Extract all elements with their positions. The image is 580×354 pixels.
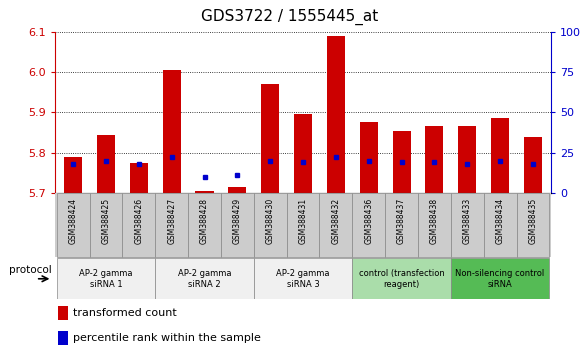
Bar <box>89 193 122 257</box>
Bar <box>327 36 345 193</box>
Bar <box>254 258 352 299</box>
Text: GDS3722 / 1555445_at: GDS3722 / 1555445_at <box>201 9 379 25</box>
Bar <box>97 135 115 193</box>
Bar <box>294 114 312 193</box>
Bar <box>254 193 287 257</box>
Bar <box>425 126 444 193</box>
Bar <box>320 193 352 257</box>
Text: GSM388432: GSM388432 <box>331 198 340 244</box>
Bar <box>261 84 279 193</box>
Bar <box>58 306 68 320</box>
Bar <box>195 191 213 193</box>
Text: GSM388436: GSM388436 <box>364 198 374 244</box>
Text: AP-2 gamma
siRNA 3: AP-2 gamma siRNA 3 <box>276 269 330 289</box>
Text: control (transfection
reagent): control (transfection reagent) <box>358 269 444 289</box>
Text: Non-silencing control
siRNA: Non-silencing control siRNA <box>455 269 545 289</box>
Bar <box>385 193 418 257</box>
Text: GSM388428: GSM388428 <box>200 198 209 244</box>
Text: transformed count: transformed count <box>73 308 177 318</box>
Bar <box>57 258 155 299</box>
Bar <box>352 193 385 257</box>
Bar <box>122 193 155 257</box>
Text: GSM388424: GSM388424 <box>68 198 78 244</box>
Bar <box>188 193 221 257</box>
Bar <box>491 119 509 193</box>
Text: GSM388434: GSM388434 <box>495 198 505 244</box>
Text: AP-2 gamma
siRNA 1: AP-2 gamma siRNA 1 <box>79 269 133 289</box>
Text: GSM388435: GSM388435 <box>528 198 538 244</box>
Bar <box>458 126 476 193</box>
Text: GSM388425: GSM388425 <box>102 198 111 244</box>
Bar <box>451 193 484 257</box>
Text: protocol: protocol <box>9 265 52 275</box>
Text: GSM388431: GSM388431 <box>299 198 307 244</box>
Bar <box>418 193 451 257</box>
Text: GSM388426: GSM388426 <box>135 198 143 244</box>
Bar <box>524 137 542 193</box>
Bar <box>162 70 181 193</box>
Bar <box>484 193 517 257</box>
Bar <box>221 193 254 257</box>
Text: GSM388427: GSM388427 <box>167 198 176 244</box>
Bar <box>451 258 549 299</box>
Bar <box>155 258 254 299</box>
Bar <box>64 157 82 193</box>
Text: GSM388429: GSM388429 <box>233 198 242 244</box>
Bar <box>58 331 68 344</box>
Text: GSM388430: GSM388430 <box>266 198 275 244</box>
Bar <box>57 193 89 257</box>
Text: GSM388437: GSM388437 <box>397 198 406 244</box>
Bar <box>517 193 549 257</box>
Bar <box>155 193 188 257</box>
Bar <box>360 122 378 193</box>
Bar <box>393 131 411 193</box>
Text: AP-2 gamma
siRNA 2: AP-2 gamma siRNA 2 <box>178 269 231 289</box>
Text: GSM388433: GSM388433 <box>463 198 472 244</box>
Bar <box>229 187 246 193</box>
Bar <box>352 258 451 299</box>
Text: percentile rank within the sample: percentile rank within the sample <box>73 332 261 343</box>
Text: GSM388438: GSM388438 <box>430 198 439 244</box>
Bar <box>287 193 320 257</box>
Bar <box>130 163 148 193</box>
